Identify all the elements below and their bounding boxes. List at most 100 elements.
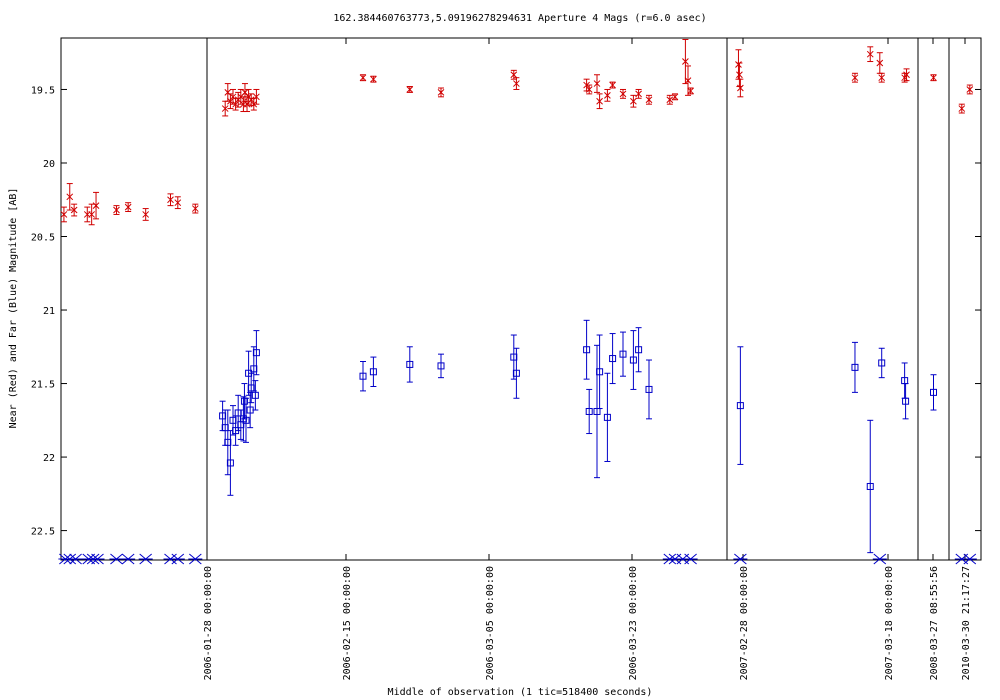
blue-data-point bbox=[585, 388, 593, 435]
blue-data-point bbox=[866, 419, 874, 554]
panel-separators bbox=[206, 38, 950, 560]
red-data-point bbox=[958, 103, 966, 114]
blue-data-point bbox=[406, 346, 414, 383]
blue-limit-point bbox=[109, 553, 124, 565]
y-tick-label: 21 bbox=[43, 306, 55, 317]
x-tick-label: 2006-03-05 00:00:00 bbox=[485, 566, 496, 680]
blue-data-point bbox=[851, 341, 859, 393]
blue-data-point bbox=[226, 430, 234, 496]
blue-data-point bbox=[437, 353, 445, 379]
x-tick-label: 2010-03-30 21:17:27 bbox=[961, 566, 972, 680]
blue-data-point bbox=[609, 333, 617, 385]
red-data-point bbox=[671, 93, 679, 101]
y-tick-label: 22.5 bbox=[31, 527, 55, 538]
y-axis-label: Near (Red) and Far (Blue) Magnitude [AB] bbox=[8, 188, 19, 429]
red-data-point bbox=[370, 75, 377, 83]
red-data-point bbox=[124, 202, 132, 213]
blue-data-point bbox=[645, 359, 653, 420]
red-data-point bbox=[737, 78, 744, 98]
x-tick-label: 2006-02-15 00:00:00 bbox=[342, 566, 353, 680]
y-tick-label: 22 bbox=[43, 453, 55, 464]
blue-data-point bbox=[251, 380, 259, 411]
red-data-point bbox=[666, 94, 674, 105]
red-data-point bbox=[596, 93, 603, 110]
blue-data-point bbox=[930, 374, 937, 411]
y-tick-label: 20.5 bbox=[31, 233, 55, 244]
blue-data-point bbox=[583, 319, 591, 380]
x-tick-label: 2008-03-27 08:55:56 bbox=[929, 566, 940, 680]
red-data-point bbox=[687, 87, 694, 95]
y-tick-label: 21.5 bbox=[31, 380, 55, 391]
red-data-point bbox=[645, 94, 653, 105]
blue-data-point bbox=[902, 383, 910, 420]
red-data-point bbox=[232, 97, 239, 111]
red-data-point bbox=[930, 74, 937, 82]
red-data-point bbox=[682, 38, 689, 85]
red-data-point bbox=[513, 77, 520, 90]
y-tick-label: 20 bbox=[43, 159, 55, 170]
red-data-point bbox=[142, 208, 150, 221]
x-axis: 2006-01-28 00:00:00 2006-02-15 00:00:00 20… bbox=[203, 38, 972, 680]
blue-limit-point bbox=[872, 553, 887, 565]
blue-data-point bbox=[596, 334, 604, 410]
blue-limit-point bbox=[68, 553, 83, 565]
plot-frame bbox=[60, 37, 982, 561]
red-data-point bbox=[876, 52, 884, 74]
blue-limit-point bbox=[170, 553, 185, 565]
red-data-point bbox=[406, 86, 414, 93]
blue-data-point bbox=[359, 360, 367, 392]
red-data-point bbox=[585, 84, 593, 95]
red-data-point bbox=[227, 93, 234, 110]
red-data-point bbox=[736, 62, 743, 88]
blue-data-point bbox=[736, 346, 744, 465]
blue-data-point bbox=[240, 383, 248, 420]
blue-data-point bbox=[242, 397, 250, 443]
y-tick-label: 19.5 bbox=[31, 85, 55, 96]
red-data-point bbox=[866, 46, 874, 63]
red-data-point bbox=[593, 74, 601, 93]
red-data-point bbox=[604, 88, 611, 102]
red-data-point bbox=[510, 69, 518, 80]
blue-data-point bbox=[246, 391, 254, 429]
red-data-point bbox=[609, 81, 616, 89]
red-data-point bbox=[635, 88, 642, 99]
x-axis-label: Middle of observation (1 tic=518400 seco… bbox=[388, 687, 653, 698]
red-data-point bbox=[174, 196, 182, 210]
red-data-point bbox=[966, 84, 974, 95]
red-data-point bbox=[167, 193, 174, 207]
blue-data-point bbox=[369, 356, 377, 387]
red-data-point bbox=[83, 206, 91, 223]
red-data-point bbox=[684, 65, 692, 96]
y-axis: 19.5 20 20.5 21 21.5 22 22.5 bbox=[31, 85, 981, 538]
red-data-point bbox=[437, 87, 445, 98]
near-red-series bbox=[60, 38, 974, 226]
red-data-point bbox=[619, 88, 627, 99]
x-tick-label: 2007-02-28 00:00:00 bbox=[739, 566, 750, 680]
red-data-point bbox=[630, 94, 637, 108]
red-data-point bbox=[253, 88, 260, 105]
red-data-point bbox=[878, 72, 886, 83]
far-blue-limit-series bbox=[58, 553, 977, 565]
blue-data-point bbox=[512, 347, 520, 399]
blue-data-point bbox=[603, 372, 611, 462]
blue-limit-point bbox=[138, 553, 153, 565]
blue-limit-point bbox=[121, 553, 136, 565]
red-data-point bbox=[851, 72, 859, 83]
blue-data-point bbox=[901, 362, 909, 399]
blue-data-point bbox=[619, 331, 627, 377]
x-tick-label: 2007-03-18 00:00:00 bbox=[884, 566, 895, 680]
chart-title: 162.384460763773,5.09196278294631 Apertu… bbox=[333, 13, 706, 24]
red-data-point bbox=[359, 74, 367, 82]
red-data-point bbox=[191, 203, 199, 214]
red-data-point bbox=[735, 49, 742, 80]
blue-limit-point bbox=[733, 553, 748, 565]
blue-data-point bbox=[878, 347, 886, 379]
x-tick-label: 2006-03-23 00:00:00 bbox=[628, 566, 639, 680]
blue-data-point bbox=[629, 330, 637, 390]
x-tick-label: 2006-01-28 00:00:00 bbox=[203, 566, 214, 680]
red-data-point bbox=[60, 206, 68, 223]
far-blue-series bbox=[219, 319, 937, 554]
red-data-point bbox=[113, 205, 120, 215]
red-data-point bbox=[66, 183, 74, 211]
